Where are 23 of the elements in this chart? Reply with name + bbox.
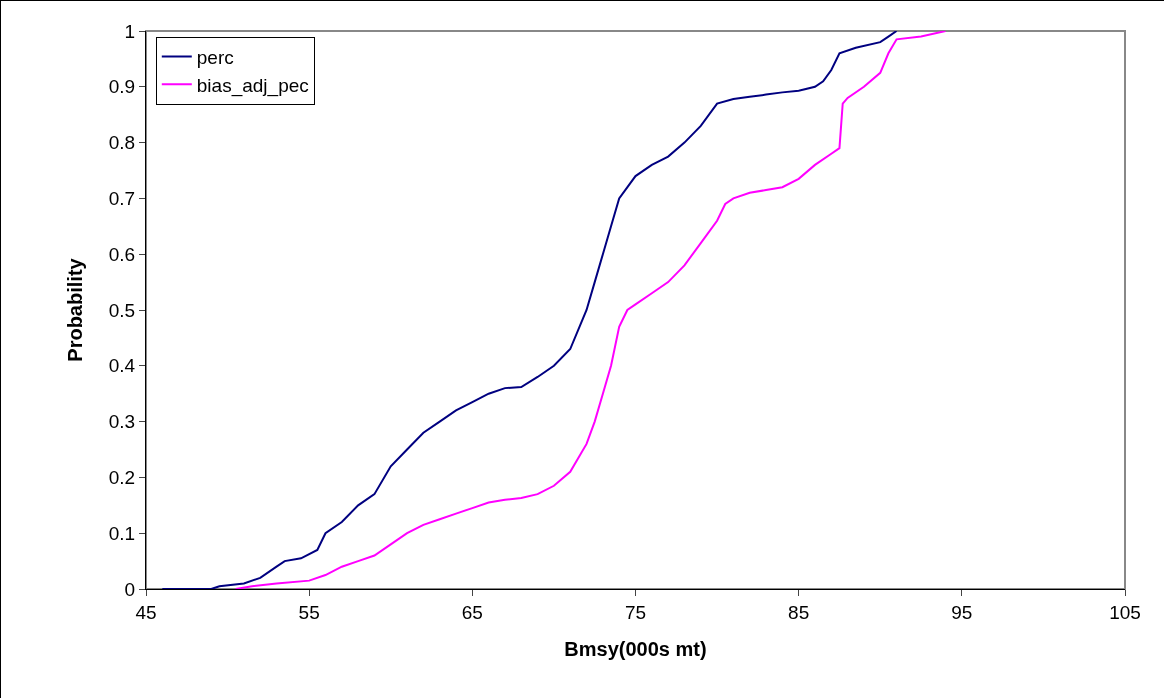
x-tick-label: 65 xyxy=(461,601,483,623)
x-tick-label: 85 xyxy=(788,601,810,623)
y-tick-label: 0.1 xyxy=(108,522,136,544)
legend-label: perc xyxy=(196,46,234,68)
y-tick-label: 0.6 xyxy=(108,243,136,265)
x-tick-label: 75 xyxy=(624,601,647,623)
y-tick-label: 0.9 xyxy=(108,76,136,98)
y-tick-label: 0.4 xyxy=(108,355,136,377)
x-tick-label: 95 xyxy=(951,601,973,623)
x-tick-label: 55 xyxy=(298,601,320,623)
x-axis-title: Bmsy(000s mt) xyxy=(564,638,707,661)
legend-label: bias_adj_pec xyxy=(196,74,309,97)
y-tick-label: 0.2 xyxy=(108,467,136,489)
line-series xyxy=(161,31,898,589)
y-tick-label: 0.7 xyxy=(108,188,136,210)
y-tick-label: 0.8 xyxy=(108,132,136,154)
y-tick-label: 0.3 xyxy=(108,411,136,433)
x-tick-label: 45 xyxy=(135,601,157,623)
x-tick-label: 105 xyxy=(1109,601,1141,623)
y-axis-title: Probability xyxy=(64,257,87,362)
y-tick-label: 0 xyxy=(124,578,136,600)
y-tick-label: 1 xyxy=(124,20,136,42)
y-tick-label: 0.5 xyxy=(108,299,136,321)
